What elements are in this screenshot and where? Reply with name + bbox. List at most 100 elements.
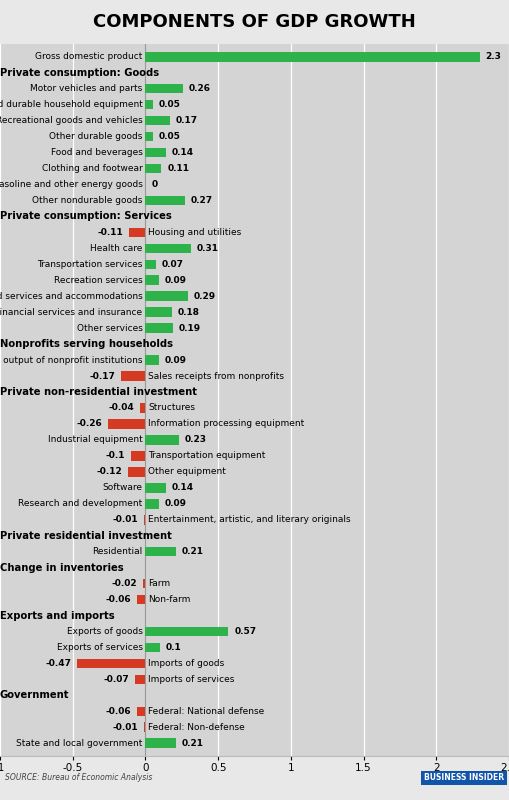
Text: Motor vehicles and parts: Motor vehicles and parts xyxy=(30,84,143,93)
Text: Private residential investment: Private residential investment xyxy=(0,530,172,541)
Text: Food services and accommodations: Food services and accommodations xyxy=(0,292,143,301)
Text: Industrial equipment: Industrial equipment xyxy=(48,435,143,445)
Text: 0.27: 0.27 xyxy=(190,196,213,205)
Text: 0.26: 0.26 xyxy=(189,84,211,93)
Bar xyxy=(146,355,158,365)
Bar xyxy=(146,483,166,493)
Text: Research and development: Research and development xyxy=(18,499,143,508)
Text: -0.26: -0.26 xyxy=(76,419,102,429)
Text: -0.12: -0.12 xyxy=(96,467,122,476)
Text: 0.1: 0.1 xyxy=(166,643,182,652)
Text: Exports of goods: Exports of goods xyxy=(67,627,143,636)
Bar xyxy=(146,642,160,652)
Bar xyxy=(135,674,146,684)
Bar xyxy=(144,722,146,732)
Text: Transportation services: Transportation services xyxy=(37,260,143,269)
Text: -0.11: -0.11 xyxy=(98,228,124,237)
Text: Clothing and footwear: Clothing and footwear xyxy=(42,164,143,173)
Bar xyxy=(128,467,146,477)
Bar xyxy=(146,738,176,748)
Text: 0.21: 0.21 xyxy=(182,547,204,556)
Text: 0.07: 0.07 xyxy=(161,260,183,269)
Bar xyxy=(146,164,161,174)
Bar xyxy=(144,515,146,525)
Text: Information processing equipment: Information processing equipment xyxy=(148,419,304,429)
Text: -0.17: -0.17 xyxy=(89,371,115,381)
Text: Private non-residential investment: Private non-residential investment xyxy=(0,387,197,397)
Text: Farm: Farm xyxy=(148,579,171,588)
Bar xyxy=(146,259,156,269)
Text: 0.31: 0.31 xyxy=(196,244,218,253)
Text: 0.21: 0.21 xyxy=(182,738,204,748)
Bar xyxy=(107,419,146,429)
Text: 0.57: 0.57 xyxy=(234,627,256,636)
Text: Recreational goods and vehicles: Recreational goods and vehicles xyxy=(0,116,143,125)
Bar xyxy=(146,52,480,62)
Text: Gasoline and other energy goods: Gasoline and other energy goods xyxy=(0,180,143,189)
Text: 0.09: 0.09 xyxy=(164,499,186,508)
Bar xyxy=(146,84,183,94)
Text: Residential: Residential xyxy=(92,547,143,556)
Bar xyxy=(146,148,166,158)
Bar xyxy=(146,499,158,509)
Text: 0.14: 0.14 xyxy=(172,483,194,492)
Bar xyxy=(146,196,185,206)
Text: Exports of services: Exports of services xyxy=(56,643,143,652)
Text: COMPONENTS OF GDP GROWTH: COMPONENTS OF GDP GROWTH xyxy=(93,13,416,31)
Bar xyxy=(146,435,179,445)
Text: -0.06: -0.06 xyxy=(105,707,131,716)
Bar xyxy=(137,594,146,604)
Text: Government: Government xyxy=(0,690,70,700)
Text: 2.3: 2.3 xyxy=(486,52,501,62)
Text: Non-farm: Non-farm xyxy=(148,595,191,604)
Text: Recreation services: Recreation services xyxy=(54,276,143,285)
Bar xyxy=(139,403,146,413)
Text: 0.14: 0.14 xyxy=(172,148,194,157)
Text: 0.29: 0.29 xyxy=(193,292,215,301)
Text: -0.01: -0.01 xyxy=(112,515,138,524)
Text: -0.02: -0.02 xyxy=(111,579,137,588)
Bar xyxy=(143,578,146,588)
Text: Federal: National defense: Federal: National defense xyxy=(148,707,265,716)
Text: Financial services and insurance: Financial services and insurance xyxy=(0,308,143,317)
Bar xyxy=(121,371,146,381)
Text: Sales receipts from nonprofits: Sales receipts from nonprofits xyxy=(148,371,285,381)
Text: Other nondurable goods: Other nondurable goods xyxy=(32,196,143,205)
Text: Housing and utilities: Housing and utilities xyxy=(148,228,242,237)
Text: 0.17: 0.17 xyxy=(176,116,198,125)
Text: Imports of services: Imports of services xyxy=(148,675,235,684)
Bar xyxy=(146,243,190,253)
Text: State and local government: State and local government xyxy=(16,738,143,748)
Text: Transportation equipment: Transportation equipment xyxy=(148,451,266,460)
Bar xyxy=(146,100,153,110)
Text: Entertainment, artistic, and literary originals: Entertainment, artistic, and literary or… xyxy=(148,515,351,524)
Text: Federal: Non-defense: Federal: Non-defense xyxy=(148,722,245,732)
Text: 0.11: 0.11 xyxy=(167,164,189,173)
Bar xyxy=(146,291,188,301)
Text: 0.23: 0.23 xyxy=(185,435,207,445)
Text: 0.18: 0.18 xyxy=(178,308,200,317)
Text: 0.19: 0.19 xyxy=(179,324,201,333)
Text: Imports of goods: Imports of goods xyxy=(148,659,224,668)
Text: 0.05: 0.05 xyxy=(158,100,180,109)
Text: BUSINESS INSIDER: BUSINESS INSIDER xyxy=(424,774,504,782)
Bar xyxy=(129,227,146,237)
Text: -0.04: -0.04 xyxy=(108,403,134,413)
Text: 0: 0 xyxy=(151,180,157,189)
Text: Private consumption: Services: Private consumption: Services xyxy=(0,211,172,222)
Bar xyxy=(131,451,146,461)
Text: 0.09: 0.09 xyxy=(164,355,186,365)
Text: Health care: Health care xyxy=(90,244,143,253)
Text: Food and beverages: Food and beverages xyxy=(50,148,143,157)
Text: 0.09: 0.09 xyxy=(164,276,186,285)
Bar xyxy=(137,706,146,716)
Text: -0.06: -0.06 xyxy=(105,595,131,604)
Bar xyxy=(146,116,170,126)
Bar xyxy=(146,626,229,636)
Text: Gross domestic product: Gross domestic product xyxy=(35,52,143,62)
Text: Private consumption: Goods: Private consumption: Goods xyxy=(0,68,159,78)
Text: -0.01: -0.01 xyxy=(112,722,138,732)
Bar xyxy=(146,132,153,142)
Text: Other durable goods: Other durable goods xyxy=(49,132,143,141)
Text: Nonprofits serving households: Nonprofits serving households xyxy=(0,339,173,349)
